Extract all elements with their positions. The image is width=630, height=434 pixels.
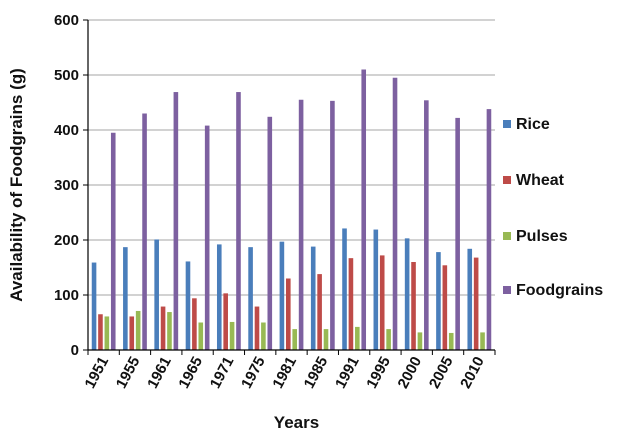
legend-swatch-foodgrains: [503, 286, 511, 294]
legend-label-pulses: Pulses: [516, 228, 568, 245]
bar-foodgrains-1961: [173, 92, 179, 351]
bar-rice-1961: [154, 239, 159, 350]
bar-wheat-1951: [98, 314, 103, 350]
x-tick-label: 1975: [238, 354, 269, 391]
bar-foodgrains-1995: [392, 77, 398, 350]
legend-swatch-pulses: [503, 232, 511, 240]
bars: [91, 69, 492, 351]
legend-swatch-wheat: [503, 176, 511, 184]
bar-rice-2000: [404, 238, 410, 350]
x-tick-label: 1991: [332, 354, 363, 391]
y-tick-label: 300: [54, 177, 79, 194]
bar-foodgrains-1971: [236, 92, 241, 351]
bar-foodgrains-1975: [267, 116, 273, 350]
bar-pulses-1951: [104, 316, 110, 350]
legend: Rice Wheat Pulses Foodgrains: [503, 116, 603, 299]
x-tick-label: 2005: [426, 354, 457, 391]
bar-wheat-1995: [379, 255, 385, 350]
bar-foodgrains-2005: [455, 117, 460, 351]
bar-rice-2010: [467, 248, 473, 350]
legend-label-rice: Rice: [516, 116, 550, 133]
bar-wheat-1961: [160, 306, 166, 350]
bar-wheat-2005: [442, 265, 448, 350]
bar-pulses-1985: [323, 329, 329, 350]
bar-foodgrains-1965: [204, 125, 210, 350]
x-axis-title: Years: [274, 413, 319, 432]
bar-wheat-2010: [473, 257, 479, 350]
gridlines: [88, 19, 495, 296]
legend-label-wheat: Wheat: [516, 172, 565, 189]
x-tick-labels: 1951 1955 1961 1965 1971 1975 1981 1985 1991 1995…: [82, 350, 496, 391]
bar-rice-1971: [216, 244, 222, 350]
y-tick-label: 400: [54, 122, 79, 139]
x-tick-label: 1951: [82, 354, 113, 391]
bar-foodgrains-1955: [142, 113, 147, 350]
x-tick-label: 2010: [457, 354, 488, 391]
bar-pulses-1955: [135, 310, 141, 350]
bar-wheat-1955: [129, 316, 135, 350]
bar-pulses-2010: [480, 332, 485, 350]
x-tick-label: 1995: [363, 354, 394, 391]
bar-wheat-1971: [223, 293, 228, 350]
bar-pulses-1995: [386, 329, 391, 350]
x-tick-label: 1971: [207, 354, 238, 391]
bar-wheat-1991: [348, 258, 354, 350]
bar-pulses-1961: [167, 312, 172, 350]
y-tick-label: 600: [54, 12, 79, 29]
x-tick-label: 1955: [113, 354, 144, 391]
bar-pulses-2005: [448, 332, 454, 350]
x-tick-label: 1965: [175, 354, 206, 391]
bar-foodgrains-1951: [110, 132, 116, 350]
bar-rice-1985: [310, 246, 316, 350]
bar-rice-1995: [373, 229, 379, 350]
y-axis-title: Availability of Foodgrains (g): [7, 68, 26, 302]
bar-foodgrains-1985: [330, 100, 335, 350]
bar-wheat-2000: [411, 262, 416, 350]
x-tick-label: 1961: [144, 354, 175, 391]
y-tick-label: 500: [54, 67, 79, 84]
bar-wheat-1975: [254, 306, 260, 350]
bar-rice-1975: [248, 247, 253, 350]
x-tick-label: 1985: [301, 354, 332, 391]
y-tick-label: 0: [71, 342, 79, 359]
bar-wheat-1981: [286, 278, 291, 350]
bar-pulses-1965: [198, 322, 204, 350]
bar-pulses-1991: [355, 326, 360, 350]
x-tick-label: 2000: [395, 354, 426, 391]
bar-pulses-2000: [417, 332, 423, 350]
y-tick-label: 100: [54, 287, 79, 304]
bar-pulses-1971: [229, 321, 235, 350]
bar-rice-1991: [342, 228, 347, 350]
y-tick-label: 200: [54, 232, 79, 249]
bar-pulses-1981: [292, 329, 297, 350]
bar-foodgrains-2000: [424, 100, 429, 350]
bar-rice-1981: [279, 241, 285, 350]
bar-wheat-1965: [192, 298, 197, 350]
bar-foodgrains-2010: [486, 109, 492, 350]
bar-foodgrains-1981: [298, 99, 304, 350]
bar-foodgrains-1991: [361, 69, 367, 350]
bar-rice-2005: [436, 252, 441, 350]
y-tick-labels: 0 100 200 300 400 500 600: [54, 12, 88, 359]
bar-rice-1955: [123, 247, 128, 350]
legend-swatch-rice: [503, 120, 511, 128]
bar-pulses-1975: [261, 322, 266, 350]
bar-wheat-1985: [317, 274, 322, 350]
x-tick-label: 1981: [269, 354, 300, 391]
bar-rice-1951: [91, 262, 97, 350]
legend-label-foodgrains: Foodgrains: [516, 282, 603, 299]
bar-rice-1965: [185, 261, 191, 350]
